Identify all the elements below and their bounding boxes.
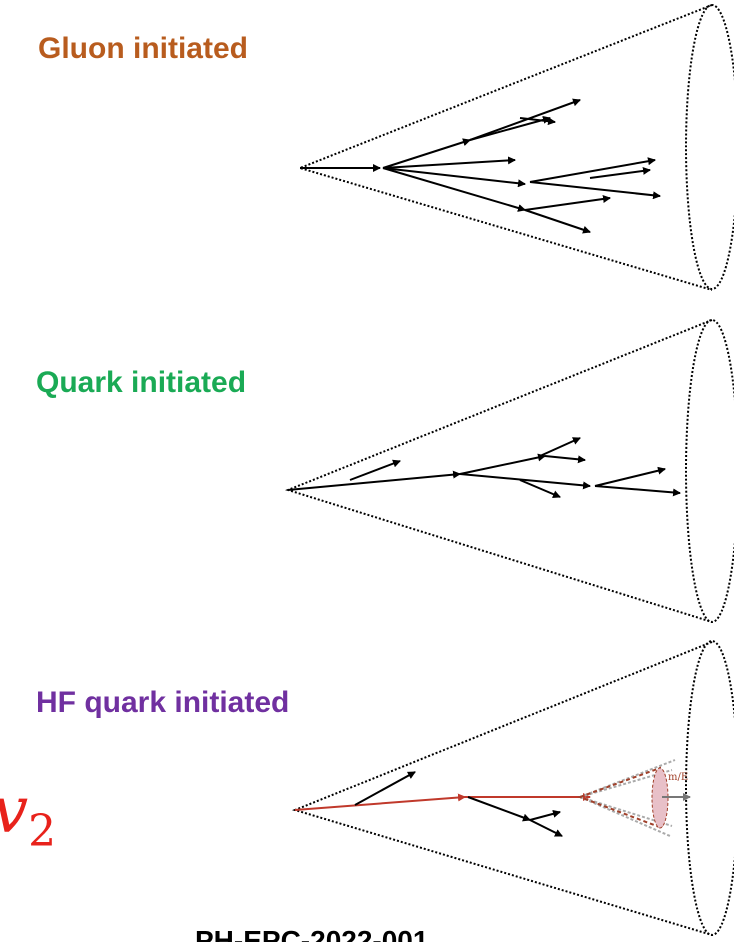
shape [460,456,545,474]
shape [590,170,650,178]
shape [525,210,590,232]
shape [460,474,590,486]
v2-symbol: v2 [0,774,56,857]
shape [530,820,562,836]
shape [595,486,680,493]
cone-1-rim [686,5,734,289]
gluon-shower [300,100,660,232]
shape [383,168,525,210]
shape [355,772,415,805]
mass-energy-label: m/E [668,772,688,783]
shape [288,474,460,490]
diagram: Gluon initiated Quark initiated HF quark… [0,0,734,942]
page: Gluon initiated Quark initiated HF quark… [0,0,734,942]
cone-2-rim [686,320,734,622]
shape [540,438,580,456]
v2-sub: 2 [28,806,56,857]
shape [350,461,400,480]
gluon-label: Gluon initiated [38,32,248,65]
shape [595,469,665,486]
cone-3-rim [686,641,734,935]
shape [383,168,525,184]
cone-3 [295,642,712,935]
shape [470,118,550,140]
shape [530,182,660,196]
reference: PH-EPC-2022-001 [195,925,428,942]
cone-2 [288,320,712,622]
v2-base: v [0,774,28,848]
cone-1 [300,5,712,290]
quark-label: Quark initiated [36,366,246,399]
shape [468,797,530,820]
shape [530,812,560,820]
hf-quark-label: HF quark initiated [36,686,289,719]
shape [525,198,610,210]
hf-shower: m/E [295,760,690,836]
shape [545,456,585,460]
shape [470,100,580,140]
